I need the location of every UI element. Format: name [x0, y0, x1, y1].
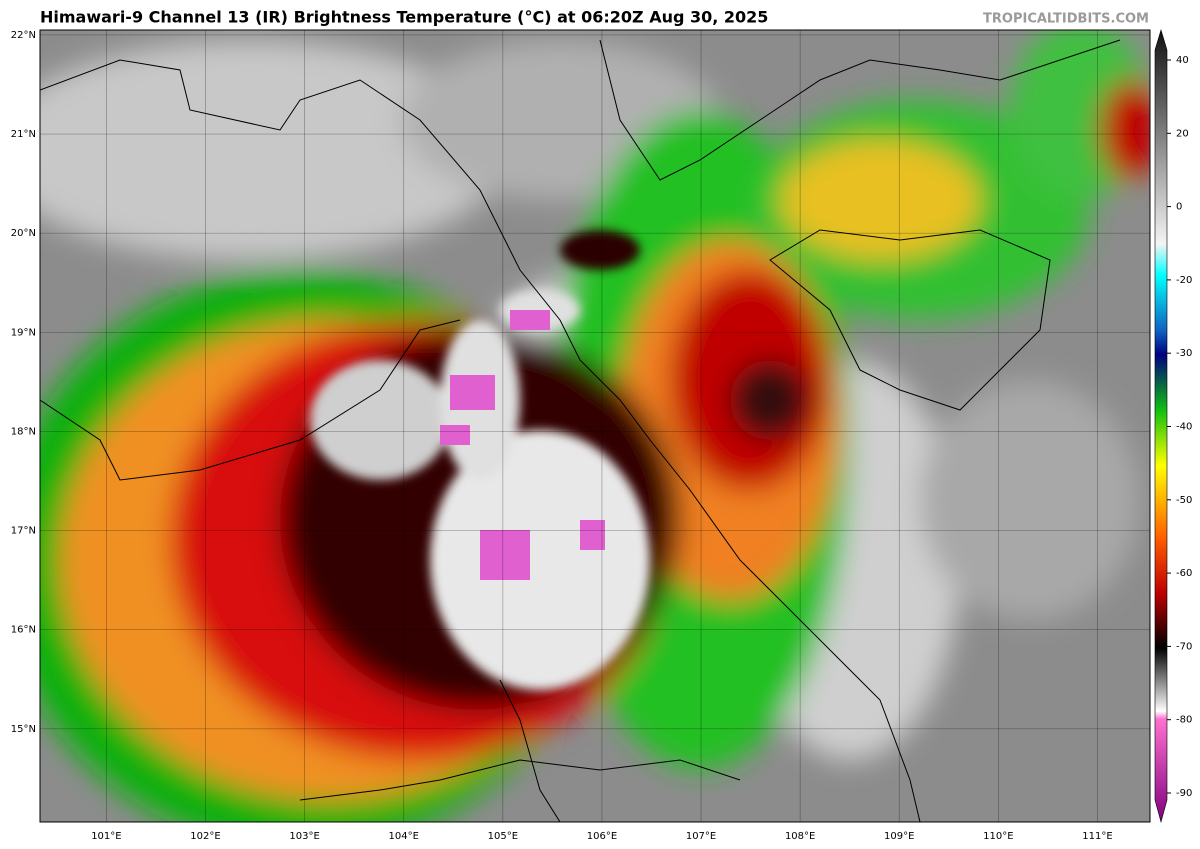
colorbar-tick-label: 0: [1176, 202, 1182, 213]
colorbar-tick-label: -90: [1176, 788, 1192, 799]
colorbar-tick-label: -40: [1176, 422, 1192, 433]
colorbar-tick-label: -60: [1176, 568, 1192, 579]
lon-label: 101°E: [91, 831, 121, 842]
lon-label: 106°E: [587, 831, 617, 842]
lat-label: 19°N: [11, 327, 36, 338]
colorbar-tick-label: -70: [1176, 641, 1192, 652]
map-frame: [39, 29, 1151, 823]
lon-label: 111°E: [1082, 831, 1112, 842]
title: Himawari-9 Channel 13 (IR) Brightness Te…: [40, 8, 768, 27]
lon-label: 105°E: [488, 831, 518, 842]
colorbar-tick-label: -80: [1176, 715, 1192, 726]
lat-label: 22°N: [11, 30, 36, 41]
colorbar-tick-label: 40: [1176, 55, 1189, 66]
lon-label: 109°E: [884, 831, 914, 842]
lat-label: 21°N: [11, 129, 36, 140]
lat-label: 20°N: [11, 228, 36, 239]
colorbar: [1154, 28, 1168, 824]
lat-label: 15°N: [11, 724, 36, 735]
colorbar-tick-label: -30: [1176, 348, 1192, 359]
coastlines: [40, 39, 1121, 822]
lat-label: 18°N: [11, 426, 36, 437]
lon-label: 103°E: [289, 831, 319, 842]
lon-label: 102°E: [190, 831, 220, 842]
colorbar-tick-label: -50: [1176, 495, 1192, 506]
lat-label: 17°N: [11, 526, 36, 537]
lon-label: 104°E: [389, 831, 419, 842]
colorbar-tick-label: -20: [1176, 275, 1192, 286]
satellite-imagery: [40, 30, 1150, 822]
lon-label: 107°E: [686, 831, 716, 842]
colorbar-tick-label: 20: [1176, 128, 1189, 139]
lon-label: 108°E: [785, 831, 815, 842]
credit: TROPICALTIDBITS.COM: [983, 12, 1149, 27]
lon-label: 110°E: [983, 831, 1013, 842]
lat-label: 16°N: [11, 625, 36, 636]
